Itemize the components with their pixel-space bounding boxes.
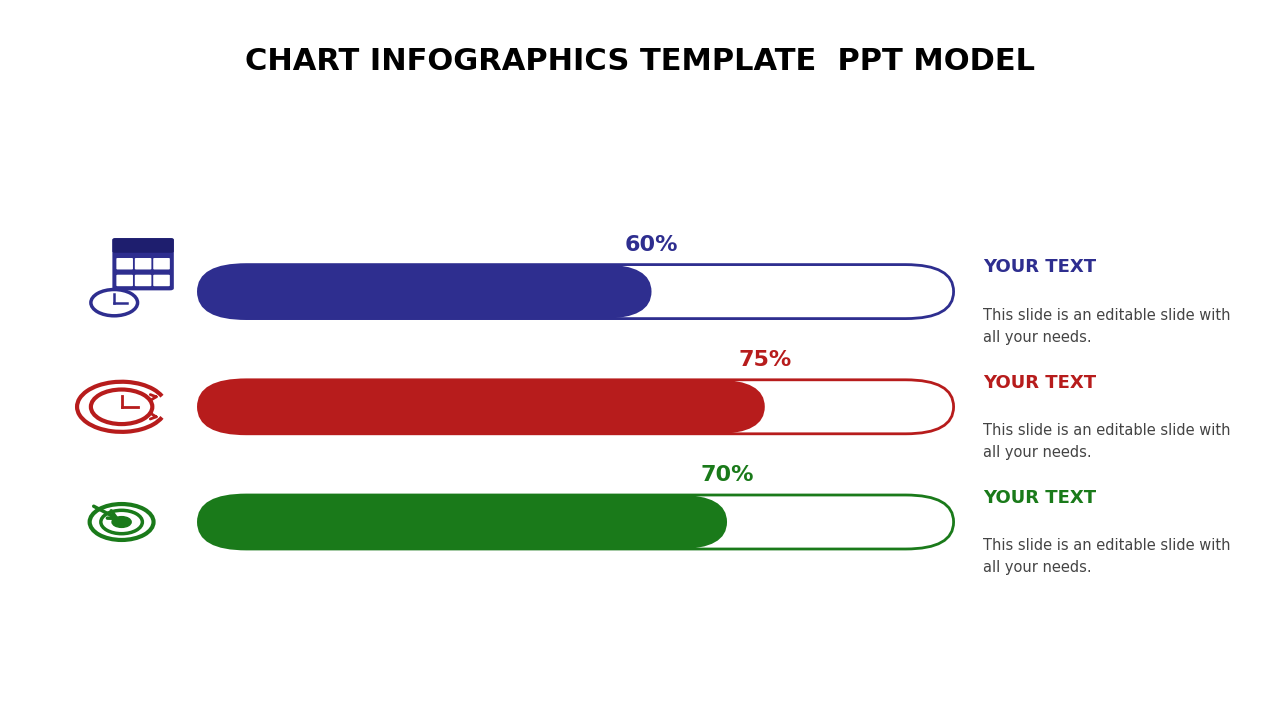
FancyBboxPatch shape [154, 258, 170, 269]
Text: This slide is an editable slide with
all your needs.: This slide is an editable slide with all… [983, 539, 1230, 575]
FancyBboxPatch shape [116, 275, 133, 286]
FancyBboxPatch shape [198, 265, 652, 318]
FancyBboxPatch shape [116, 258, 133, 269]
Text: 70%: 70% [700, 465, 754, 485]
FancyBboxPatch shape [198, 379, 765, 433]
Text: YOUR TEXT: YOUR TEXT [983, 374, 1096, 392]
FancyBboxPatch shape [134, 275, 151, 286]
Text: 60%: 60% [625, 235, 678, 255]
FancyBboxPatch shape [113, 238, 174, 253]
FancyBboxPatch shape [198, 379, 954, 433]
Circle shape [91, 390, 152, 424]
FancyBboxPatch shape [134, 258, 151, 269]
Text: 75%: 75% [739, 350, 791, 370]
Text: YOUR TEXT: YOUR TEXT [983, 258, 1096, 276]
Circle shape [91, 289, 137, 316]
FancyBboxPatch shape [198, 265, 954, 318]
Circle shape [113, 517, 131, 527]
Text: CHART INFOGRAPHICS TEMPLATE  PPT MODEL: CHART INFOGRAPHICS TEMPLATE PPT MODEL [244, 47, 1036, 76]
FancyBboxPatch shape [198, 495, 727, 549]
FancyBboxPatch shape [154, 275, 170, 286]
FancyBboxPatch shape [113, 238, 174, 290]
Text: This slide is an editable slide with
all your needs.: This slide is an editable slide with all… [983, 423, 1230, 460]
Text: YOUR TEXT: YOUR TEXT [983, 489, 1096, 507]
Circle shape [90, 504, 154, 540]
FancyBboxPatch shape [198, 495, 954, 549]
Text: This slide is an editable slide with
all your needs.: This slide is an editable slide with all… [983, 308, 1230, 345]
